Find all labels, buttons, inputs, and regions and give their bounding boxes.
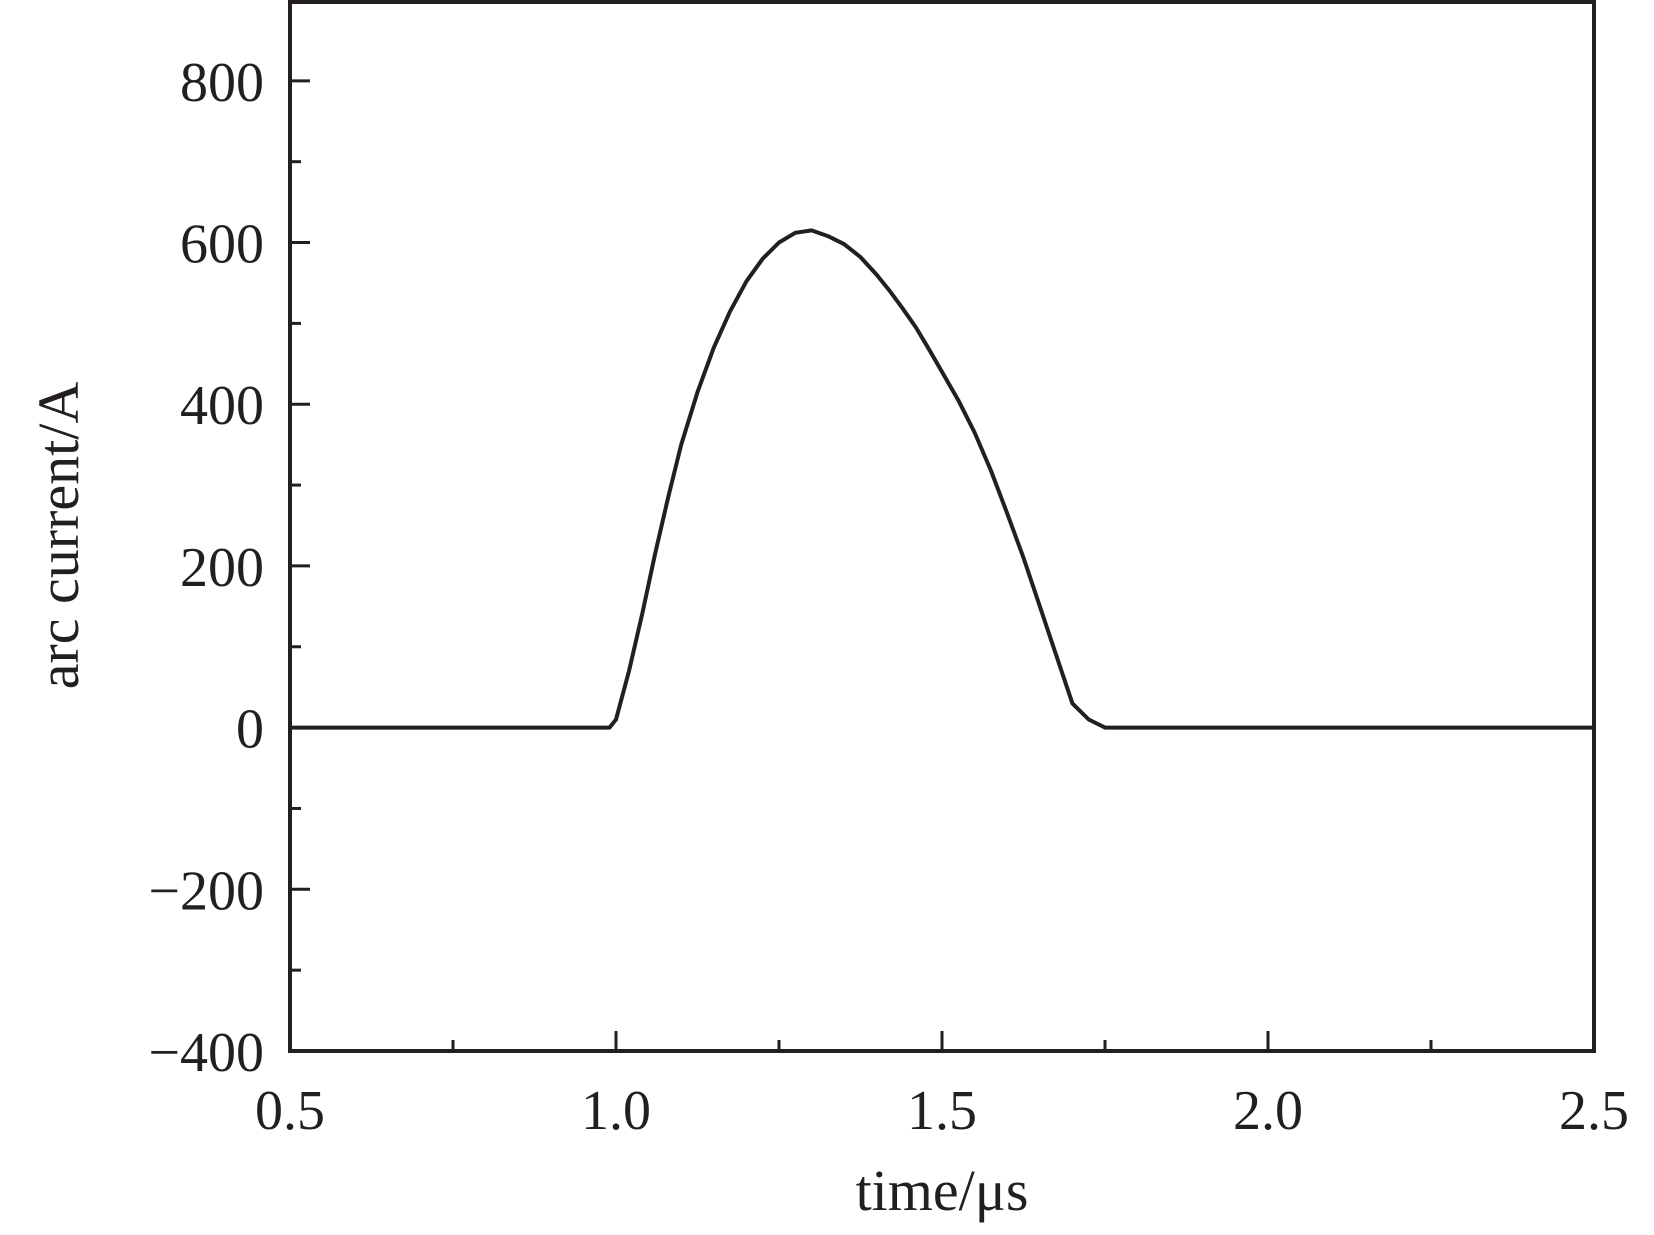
y-axis-ticks [290, 0, 310, 1053]
x-axis-tick-labels: 0.5 1.0 1.5 2.0 2.5 [255, 1080, 1629, 1142]
x-tick-label: 1.0 [581, 1080, 651, 1142]
y-tick-label: 0 [236, 699, 264, 761]
x-tick-label: 1.5 [907, 1080, 977, 1142]
plot-area-frame [288, 0, 1596, 1053]
y-axis-label: arc current/A [26, 382, 91, 690]
y-tick-label: −400 [148, 1022, 264, 1084]
y-tick-label: −200 [148, 860, 264, 922]
x-axis-label: time/μs [856, 1158, 1029, 1223]
x-tick-label: 2.5 [1559, 1080, 1629, 1142]
y-tick-label: 400 [180, 375, 264, 437]
x-tick-label: 0.5 [255, 1080, 325, 1142]
y-tick-label: 600 [180, 214, 264, 276]
y-tick-label: 200 [180, 537, 264, 599]
x-axis-ticks [288, 1031, 1596, 1051]
arc-current-line [288, 228, 1596, 730]
y-tick-label: 800 [180, 52, 264, 114]
x-tick-label: 2.0 [1233, 1080, 1303, 1142]
y-axis-tick-labels: −400 −200 0 200 400 600 800 [148, 52, 264, 1084]
